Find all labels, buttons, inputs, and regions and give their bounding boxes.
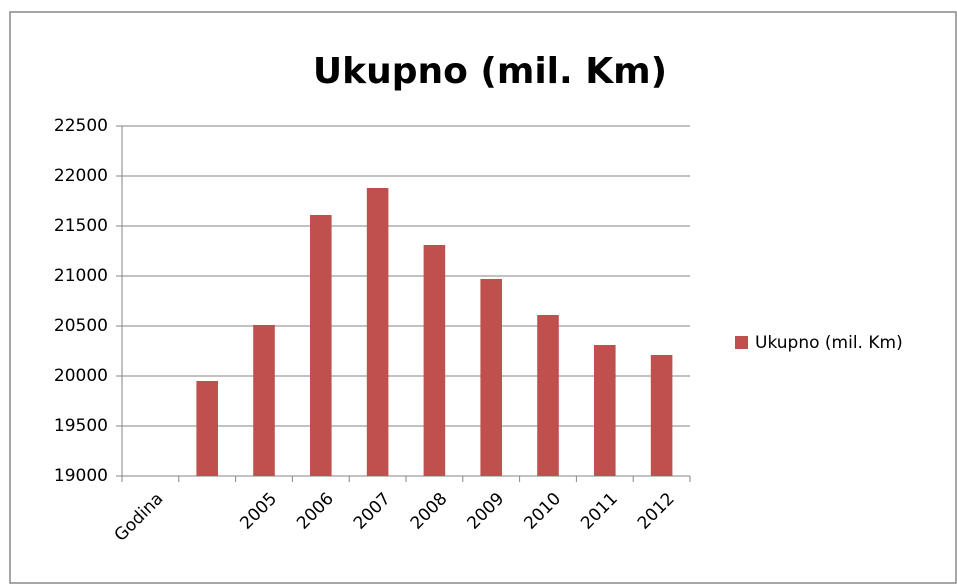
y-tick-label: 20500 xyxy=(54,316,108,336)
bar xyxy=(480,279,502,476)
y-tick-label: 22000 xyxy=(54,166,108,186)
bar xyxy=(537,315,559,476)
chart-title: Ukupno (mil. Km) xyxy=(313,51,667,92)
y-tick-label: 19500 xyxy=(54,416,108,436)
bar xyxy=(253,325,275,476)
bar xyxy=(594,345,616,476)
y-tick-label: 19000 xyxy=(54,466,108,486)
bar xyxy=(423,245,446,476)
legend-swatch xyxy=(735,336,748,349)
y-tick-label: 21000 xyxy=(54,266,108,286)
y-tick-label: 20000 xyxy=(54,366,108,386)
legend-label: Ukupno (mil. Km) xyxy=(755,333,903,353)
bar xyxy=(366,188,389,476)
bar xyxy=(650,355,673,476)
y-tick-label: 21500 xyxy=(54,216,108,236)
bar xyxy=(196,381,218,476)
bar xyxy=(310,215,332,476)
y-tick-label: 22500 xyxy=(54,116,108,136)
